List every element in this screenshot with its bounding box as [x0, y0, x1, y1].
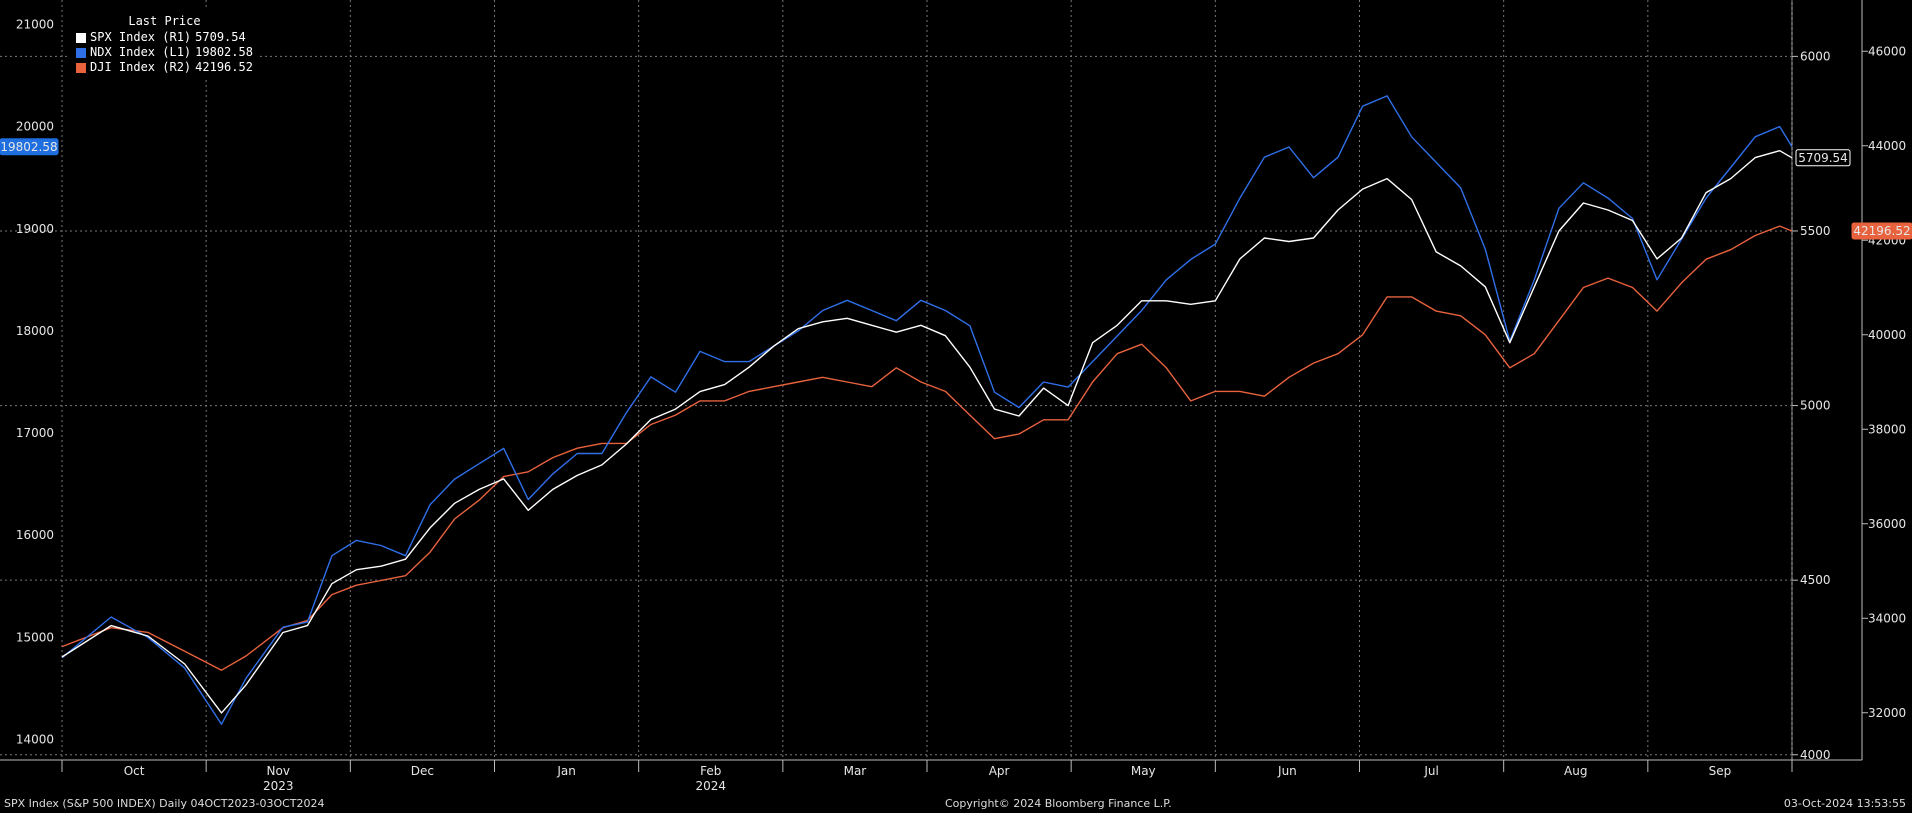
x-month-label: Mar	[844, 764, 867, 778]
left-axis-tick-label: 16000	[16, 528, 54, 542]
x-month-label: Jan	[556, 764, 576, 778]
x-year-label: 2023	[263, 779, 294, 793]
left-axis-tick-label: 19000	[16, 222, 54, 236]
x-month-label: Jun	[1277, 764, 1297, 778]
last-price-labels: 19802.58 5709.54 42196.52	[0, 138, 1912, 240]
x-month-label: Oct	[124, 764, 145, 778]
series-line-ndx	[61, 95, 1793, 725]
right1-axis-tick-label: 6000	[1800, 49, 1831, 63]
footer-left: SPX Index (S&P 500 INDEX) Daily 04OCT202…	[4, 797, 325, 810]
legend-label-spx: SPX Index (R1)	[90, 30, 192, 44]
legend-value-ndx: 19802.58	[195, 45, 253, 59]
legend-swatch-ndx	[76, 47, 86, 58]
legend-value-spx: 5709.54	[195, 30, 246, 44]
x-month-label: Jul	[1423, 764, 1438, 778]
legend: Last Price SPX Index (R1) 5709.54 NDX In…	[70, 10, 259, 79]
legend-swatch-spx	[76, 32, 86, 43]
x-month-label: Sep	[1709, 764, 1732, 778]
x-month-label: Dec	[411, 764, 434, 778]
right1-axis-tick-label: 4500	[1800, 573, 1831, 587]
right1-axis-tick-label: 4000	[1800, 748, 1831, 762]
left-axis-tick-label: 18000	[16, 324, 54, 338]
last-price-label: 19802.58	[0, 140, 57, 154]
x-axis: Oct Nov Dec Jan Feb Mar Apr May Jun Jul Aug Sep 2023…	[124, 764, 1732, 793]
right2-axis-tick-label: 44000	[1868, 139, 1906, 153]
legend-label-ndx: NDX Index (L1)	[90, 45, 192, 59]
series-layer	[61, 95, 1793, 725]
legend-item-ndx: NDX Index (L1) 19802.58	[76, 45, 253, 60]
last-price-badge	[1851, 222, 1912, 240]
x-month-label: Nov	[267, 764, 290, 778]
left-axis-tick-label: 21000	[16, 17, 54, 31]
right1-axis-tick-label: 5000	[1800, 399, 1831, 413]
right2-axis-tick-label: 40000	[1868, 328, 1906, 342]
left-axis: 14000 15000 16000 17000 18000 19000 20000 21000	[16, 17, 54, 746]
right2-axis-tick-label: 32000	[1868, 706, 1906, 720]
grid-lines	[0, 0, 1863, 772]
legend-swatch-dji	[76, 62, 86, 73]
x-year-label: 2024	[695, 779, 726, 793]
legend-value-dji: 42196.52	[195, 60, 253, 74]
last-price-badge	[0, 138, 59, 156]
right-axis-spx: 4000 4500 5000 5500 6000	[1792, 49, 1831, 762]
footer-center: Copyright© 2024 Bloomberg Finance L.P.	[945, 797, 1172, 810]
left-axis-tick-label: 20000	[16, 120, 54, 134]
legend-label-dji: DJI Index (R2)	[90, 60, 192, 74]
left-axis-tick-label: 14000	[16, 733, 54, 747]
footer-right: 03-Oct-2024 13:53:55	[1783, 797, 1906, 810]
x-month-label: Apr	[989, 764, 1010, 778]
footer: SPX Index (S&P 500 INDEX) Daily 04OCT202…	[0, 795, 1912, 813]
series-line-spx	[61, 149, 1793, 714]
right1-axis-tick-label: 5500	[1800, 224, 1831, 238]
right2-axis-tick-label: 34000	[1868, 611, 1906, 625]
left-axis-tick-label: 17000	[16, 426, 54, 440]
left-axis-tick-label: 15000	[16, 630, 54, 644]
legend-item-spx: SPX Index (R1) 5709.54	[76, 30, 253, 45]
legend-item-dji: DJI Index (R2) 42196.52	[76, 60, 253, 75]
last-price-label: 5709.54	[1798, 151, 1848, 165]
legend-header: Last Price	[128, 14, 201, 28]
x-month-label: Aug	[1564, 764, 1587, 778]
last-price-badge	[1795, 149, 1851, 167]
x-month-label: May	[1131, 764, 1156, 778]
series-line-dji	[61, 225, 1793, 671]
x-month-label: Feb	[700, 764, 721, 778]
last-price-label: 42196.52	[1853, 224, 1910, 238]
right2-axis-tick-label: 36000	[1868, 517, 1906, 531]
right2-axis-tick-label: 38000	[1868, 422, 1906, 436]
right2-axis-tick-label: 46000	[1868, 44, 1906, 58]
